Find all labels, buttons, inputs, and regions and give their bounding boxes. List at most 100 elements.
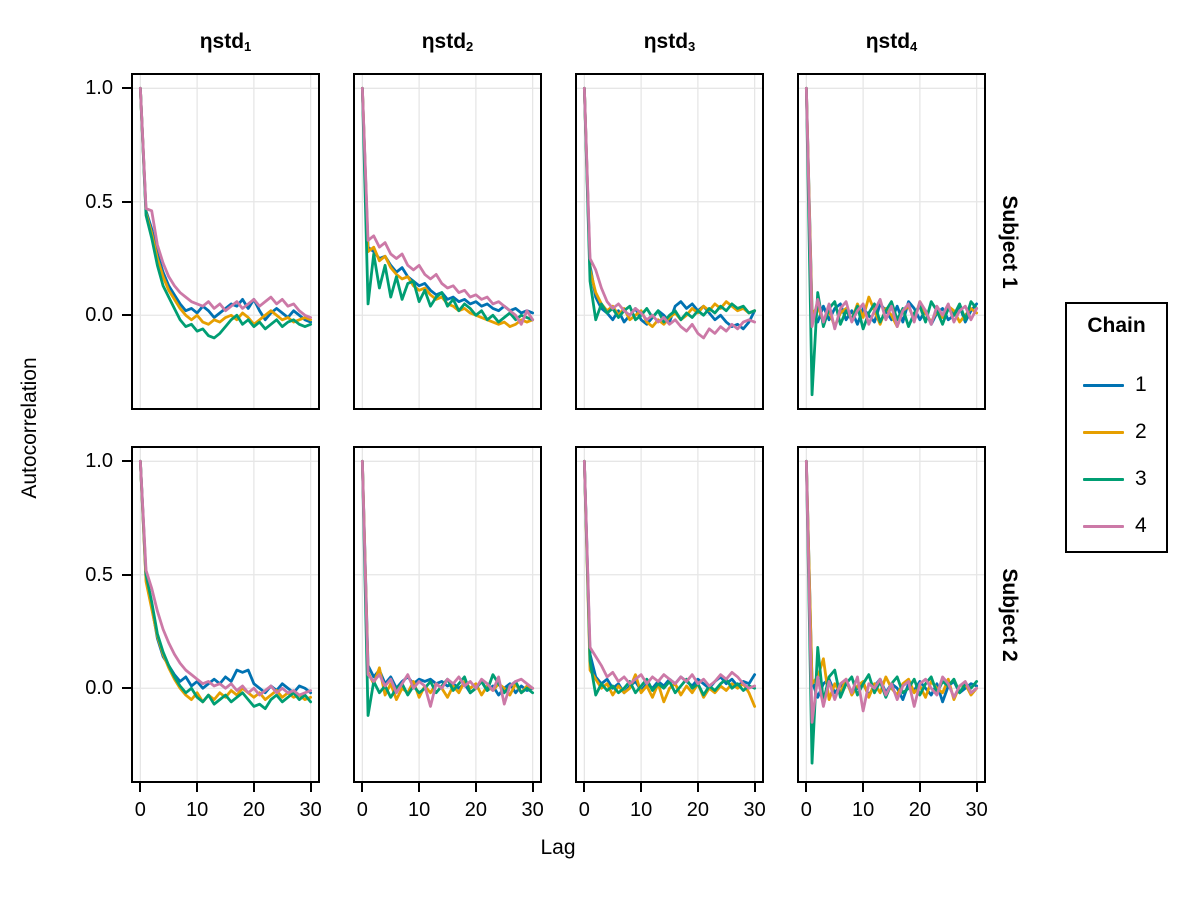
- chain-line-2: [804, 459, 979, 702]
- legend-title: Chain: [1087, 314, 1146, 337]
- x-tick-mark: [862, 783, 865, 792]
- chain-line-2: [360, 459, 535, 702]
- y-tick-label: 0.5: [85, 563, 113, 586]
- chain-line-3: [582, 459, 757, 697]
- chain-line-4: [138, 86, 313, 319]
- x-tick-label: 10: [185, 799, 209, 821]
- chain-line-3: [804, 86, 979, 397]
- y-tick-label: 1.0: [85, 77, 113, 100]
- x-tick-mark: [252, 783, 255, 792]
- facet-title-base: ηstd: [643, 30, 689, 53]
- chain-line-2: [360, 86, 535, 329]
- panel-subject2-ηstd1: [131, 446, 320, 783]
- x-tick-label: 10: [851, 799, 875, 821]
- facet-title-ηstd1: ηstd1: [146, 30, 306, 54]
- legend-label-chain-4: 4: [1135, 514, 1147, 537]
- x-tick-mark: [474, 783, 477, 792]
- chain-line-4: [138, 459, 313, 697]
- legend: Chain 1 2 3 4: [1065, 302, 1168, 553]
- chain-line-2: [582, 459, 757, 708]
- facet-title-ηstd4: ηstd4: [812, 30, 972, 54]
- facet-title-subscript: 2: [466, 39, 474, 54]
- chain-line-3: [360, 86, 535, 324]
- x-tick-label: 0: [578, 799, 590, 821]
- chain-line-4: [582, 459, 757, 690]
- chain-line-3: [582, 86, 757, 324]
- x-tick-label: 0: [134, 799, 146, 821]
- chain-line-1: [582, 459, 757, 695]
- x-tick-label: 20: [242, 799, 265, 821]
- chain-line-1: [804, 86, 979, 326]
- x-tick-mark: [196, 783, 199, 792]
- chain-line-2: [582, 86, 757, 329]
- x-tick-label: 30: [743, 799, 766, 821]
- x-tick-label: 20: [464, 799, 487, 821]
- panel-subject1-ηstd4: [797, 73, 986, 410]
- chain-line-2: [804, 86, 979, 329]
- legend-swatch-chain-2: [1083, 431, 1124, 434]
- x-tick-mark: [139, 783, 142, 792]
- legend-label-chain-2: 2: [1135, 420, 1147, 443]
- chain-line-2: [138, 459, 313, 704]
- y-tick-mark: [122, 314, 131, 317]
- y-tick-mark: [122, 200, 131, 203]
- x-tick-mark: [753, 783, 756, 792]
- chain-line-4: [582, 86, 757, 340]
- chain-line-4: [804, 459, 979, 724]
- chain-line-2: [138, 86, 313, 326]
- x-tick-label: 30: [521, 799, 544, 821]
- legend-label-chain-3: 3: [1135, 467, 1147, 490]
- chain-line-3: [138, 86, 313, 340]
- y-tick-label: 0.0: [85, 304, 113, 327]
- panel-subject1-ηstd3: [575, 73, 764, 410]
- chain-line-4: [804, 86, 979, 331]
- y-tick-mark: [122, 687, 131, 690]
- panel-plot: [575, 446, 764, 783]
- y-tick-mark: [122, 460, 131, 463]
- x-axis-title: Lag: [540, 836, 576, 859]
- chain-line-4: [360, 459, 535, 708]
- x-tick-mark: [918, 783, 921, 792]
- y-tick-mark: [122, 87, 131, 90]
- x-tick-label: 10: [407, 799, 431, 821]
- row-label-2: Subject 2: [998, 567, 1021, 662]
- legend-swatch-chain-3: [1083, 478, 1124, 481]
- facet-title-base: ηstd: [199, 30, 245, 53]
- y-tick-mark: [122, 573, 131, 576]
- facet-title-subscript: 4: [910, 39, 918, 54]
- panel-subject1-ηstd2: [353, 73, 542, 410]
- y-tick-label: 0.0: [85, 677, 113, 700]
- x-tick-label: 20: [908, 799, 931, 821]
- panel-plot: [797, 73, 986, 410]
- y-axis-title: Autocorrelation: [18, 357, 41, 499]
- panel-plot: [797, 446, 986, 783]
- panel-subject2-ηstd2: [353, 446, 542, 783]
- panel-subject2-ηstd3: [575, 446, 764, 783]
- x-tick-label: 30: [965, 799, 988, 821]
- chain-line-3: [360, 459, 535, 717]
- chain-line-4: [360, 86, 535, 326]
- chain-line-1: [138, 86, 313, 324]
- facet-title-base: ηstd: [865, 30, 911, 53]
- y-tick-label: 1.0: [85, 450, 113, 473]
- chain-line-3: [138, 459, 313, 711]
- y-tick-label: 0.5: [85, 190, 113, 213]
- chain-line-1: [582, 86, 757, 331]
- chain-line-3: [804, 459, 979, 765]
- panel-plot: [353, 446, 542, 783]
- facet-title-base: ηstd: [421, 30, 467, 53]
- chain-line-1: [804, 459, 979, 704]
- panel-subject2-ηstd4: [797, 446, 986, 783]
- facet-title-ηstd2: ηstd2: [368, 30, 528, 54]
- legend-label-chain-1: 1: [1135, 373, 1147, 396]
- x-tick-mark: [805, 783, 808, 792]
- legend-swatch-chain-1: [1083, 384, 1124, 387]
- panel-plot: [131, 73, 320, 410]
- x-tick-mark: [696, 783, 699, 792]
- x-tick-mark: [640, 783, 643, 792]
- x-tick-label: 20: [686, 799, 709, 821]
- x-tick-mark: [309, 783, 312, 792]
- x-tick-mark: [531, 783, 534, 792]
- panel-plot: [353, 73, 542, 410]
